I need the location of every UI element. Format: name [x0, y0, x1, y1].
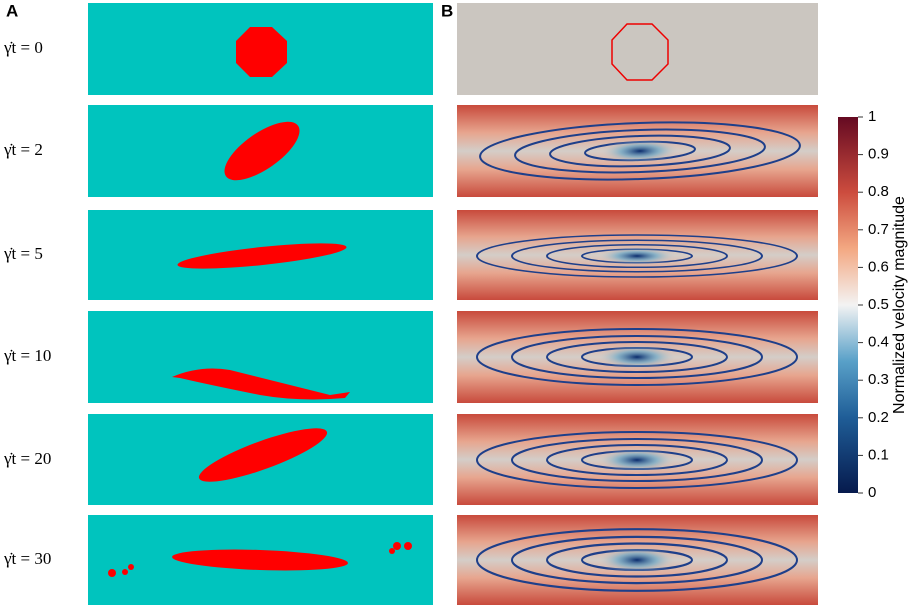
panel-a [88, 3, 433, 605]
colorbar-tick-label: 0 [868, 484, 876, 501]
colorbar [838, 117, 858, 493]
colorbar-label: Normalized velocity magnitude [891, 196, 908, 414]
row-label: γ̇t = 0 [3, 38, 43, 57]
colorbar-tick-label: 1 [868, 108, 876, 125]
colorbar-tick-label: 0.7 [868, 221, 889, 238]
colorbar-tick-label: 0.4 [868, 334, 889, 351]
colorbar-tick-label: 0.5 [868, 296, 889, 313]
colorbar-tick-label: 0.9 [868, 146, 889, 163]
row-label: γ̇t = 10 [3, 346, 51, 365]
colorbar-tick-label: 0.3 [868, 371, 889, 388]
colorbar-tick-label: 0.8 [868, 183, 889, 200]
panel-label: A [6, 1, 18, 20]
colorbar-tick-label: 0.2 [868, 409, 889, 426]
panel-b [457, 3, 818, 605]
colorbar-tick-label: 0.1 [868, 446, 889, 463]
row-label: γ̇t = 30 [3, 549, 51, 568]
row-label: γ̇t = 5 [3, 244, 43, 263]
row-label: γ̇t = 20 [3, 449, 51, 468]
panel-label: B [441, 1, 453, 20]
colorbar-tick-label: 0.6 [868, 258, 889, 275]
row-label: γ̇t = 2 [3, 140, 43, 159]
